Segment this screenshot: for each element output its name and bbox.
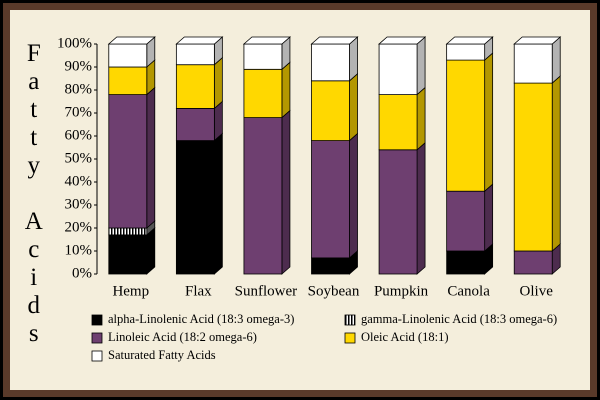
bar-segment — [446, 59, 486, 192]
legend-swatch — [91, 314, 103, 326]
bar-side — [146, 227, 156, 275]
x-tick-label: Sunflower — [235, 283, 298, 299]
legend-swatch — [344, 332, 356, 344]
legend-swatch — [344, 314, 356, 326]
y-tick-label: 20% — [65, 219, 93, 235]
bar-segment — [243, 43, 283, 70]
bar-segment — [311, 257, 350, 275]
y-tick-label: 60% — [65, 127, 93, 143]
x-tick-label: Olive — [520, 283, 554, 299]
bar-side — [551, 75, 561, 252]
y-axis-label: Fatty Acids — [20, 40, 47, 348]
x-tick-label: Pumpkin — [374, 283, 429, 299]
y-tick-label: 70% — [65, 104, 93, 120]
bar-segment — [108, 43, 148, 68]
bar-segment — [311, 140, 350, 259]
bar-top — [107, 36, 156, 45]
y-tick-label: 40% — [65, 173, 93, 189]
bar-segment — [513, 250, 553, 275]
x-tick-label: Soybean — [308, 283, 360, 299]
x-tick-label: Flax — [185, 283, 212, 299]
bar-segment — [446, 190, 486, 252]
bar-top — [310, 36, 359, 45]
bar-side — [213, 56, 223, 110]
bar-segment — [243, 117, 283, 275]
y-tick-label: 50% — [65, 150, 93, 166]
x-tick-label: Hemp — [112, 283, 149, 299]
legend-swatch — [91, 332, 103, 344]
bar-segment — [378, 43, 418, 95]
background — [10, 10, 590, 390]
bar-top — [242, 36, 291, 45]
bar-segment — [513, 43, 553, 84]
bar-side — [281, 61, 291, 119]
bar-segment — [378, 94, 418, 151]
bar-segment — [108, 66, 148, 96]
bar-side — [416, 86, 426, 151]
legend-label: Oleic Acid (18:1) — [361, 330, 448, 344]
bar-segment — [175, 43, 215, 66]
bar-side — [281, 109, 291, 275]
bar-segment — [243, 68, 283, 119]
bar-side — [349, 132, 358, 259]
bar-segment — [175, 108, 215, 142]
bar-segment — [446, 43, 486, 61]
y-tick-label: 0% — [72, 265, 92, 281]
y-tick-label: 30% — [65, 196, 93, 212]
bar-segment — [175, 64, 215, 109]
y-tick-label: 10% — [65, 242, 93, 258]
legend-swatch — [91, 350, 103, 362]
bar-side — [416, 141, 426, 275]
bar-side — [416, 36, 426, 96]
y-tick-label: 100% — [57, 35, 92, 51]
bar-top — [378, 36, 427, 45]
y-tick-label: 90% — [65, 58, 93, 74]
bar-side — [349, 72, 358, 142]
bar-segment — [513, 82, 553, 252]
bar-side — [484, 183, 494, 252]
bar-segment — [311, 80, 350, 142]
bar-segment — [108, 94, 148, 229]
bar-top — [175, 36, 224, 45]
legend-label: Linoleic Acid (18:2 omega-6) — [108, 330, 257, 344]
bar-segment — [108, 234, 148, 275]
x-tick-label: Canola — [447, 283, 490, 299]
bar-segment — [311, 43, 350, 82]
bar-segment — [108, 227, 148, 236]
bar-side — [551, 36, 561, 84]
bar-top — [513, 36, 562, 45]
bar-segment — [446, 250, 486, 275]
legend-label: Saturated Fatty Acids — [108, 348, 216, 362]
bar-side — [349, 36, 358, 82]
legend-label: gamma-Linolenic Acid (18:3 omega-6) — [361, 312, 557, 326]
bar-segment — [175, 140, 215, 275]
bar-side — [146, 86, 156, 229]
bar-top — [445, 36, 494, 45]
bar-side — [213, 132, 223, 275]
bar-side — [484, 52, 494, 193]
legend-label: alpha-Linolenic Acid (18:3 omega-3) — [108, 312, 294, 326]
bar-segment — [378, 149, 418, 275]
y-tick-label: 80% — [65, 81, 93, 97]
